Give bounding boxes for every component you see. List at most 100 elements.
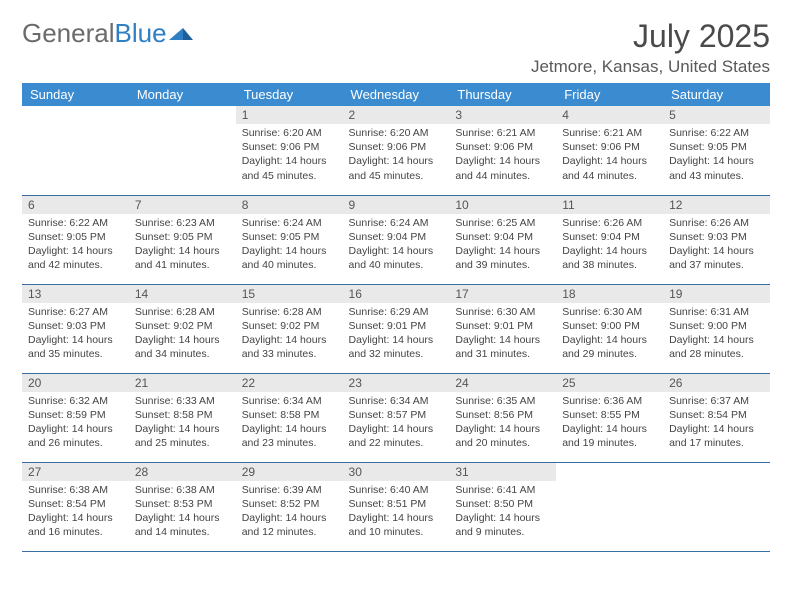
day-number: 26 <box>663 374 770 392</box>
day-number: 25 <box>556 374 663 392</box>
day-details: Sunrise: 6:34 AMSunset: 8:58 PMDaylight:… <box>236 392 343 455</box>
calendar-cell: 29Sunrise: 6:39 AMSunset: 8:52 PMDayligh… <box>236 462 343 551</box>
title-block: July 2025 Jetmore, Kansas, United States <box>531 18 770 77</box>
calendar-table: SundayMondayTuesdayWednesdayThursdayFrid… <box>22 83 770 552</box>
brand-logo: GeneralBlue <box>22 18 195 49</box>
calendar-body: 1Sunrise: 6:20 AMSunset: 9:06 PMDaylight… <box>22 106 770 551</box>
calendar-row: 20Sunrise: 6:32 AMSunset: 8:59 PMDayligh… <box>22 373 770 462</box>
day-details: Sunrise: 6:38 AMSunset: 8:53 PMDaylight:… <box>129 481 236 544</box>
calendar-cell <box>129 106 236 195</box>
day-number: 1 <box>236 106 343 124</box>
weekday-header: Friday <box>556 83 663 106</box>
calendar-cell: 22Sunrise: 6:34 AMSunset: 8:58 PMDayligh… <box>236 373 343 462</box>
calendar-cell: 25Sunrise: 6:36 AMSunset: 8:55 PMDayligh… <box>556 373 663 462</box>
day-details: Sunrise: 6:20 AMSunset: 9:06 PMDaylight:… <box>343 124 450 187</box>
weekday-header-row: SundayMondayTuesdayWednesdayThursdayFrid… <box>22 83 770 106</box>
day-details: Sunrise: 6:35 AMSunset: 8:56 PMDaylight:… <box>449 392 556 455</box>
calendar-cell: 11Sunrise: 6:26 AMSunset: 9:04 PMDayligh… <box>556 195 663 284</box>
day-details: Sunrise: 6:22 AMSunset: 9:05 PMDaylight:… <box>22 214 129 277</box>
day-details: Sunrise: 6:38 AMSunset: 8:54 PMDaylight:… <box>22 481 129 544</box>
day-details: Sunrise: 6:36 AMSunset: 8:55 PMDaylight:… <box>556 392 663 455</box>
day-number: 30 <box>343 463 450 481</box>
calendar-cell: 12Sunrise: 6:26 AMSunset: 9:03 PMDayligh… <box>663 195 770 284</box>
day-details: Sunrise: 6:40 AMSunset: 8:51 PMDaylight:… <box>343 481 450 544</box>
day-number: 4 <box>556 106 663 124</box>
calendar-row: 13Sunrise: 6:27 AMSunset: 9:03 PMDayligh… <box>22 284 770 373</box>
calendar-cell: 3Sunrise: 6:21 AMSunset: 9:06 PMDaylight… <box>449 106 556 195</box>
calendar-cell: 19Sunrise: 6:31 AMSunset: 9:00 PMDayligh… <box>663 284 770 373</box>
day-number: 14 <box>129 285 236 303</box>
calendar-cell: 27Sunrise: 6:38 AMSunset: 8:54 PMDayligh… <box>22 462 129 551</box>
day-details: Sunrise: 6:33 AMSunset: 8:58 PMDaylight:… <box>129 392 236 455</box>
calendar-cell: 14Sunrise: 6:28 AMSunset: 9:02 PMDayligh… <box>129 284 236 373</box>
day-number: 27 <box>22 463 129 481</box>
calendar-row: 6Sunrise: 6:22 AMSunset: 9:05 PMDaylight… <box>22 195 770 284</box>
day-number: 13 <box>22 285 129 303</box>
day-details: Sunrise: 6:23 AMSunset: 9:05 PMDaylight:… <box>129 214 236 277</box>
brand-part2: Blue <box>115 18 167 49</box>
calendar-cell: 9Sunrise: 6:24 AMSunset: 9:04 PMDaylight… <box>343 195 450 284</box>
day-details: Sunrise: 6:34 AMSunset: 8:57 PMDaylight:… <box>343 392 450 455</box>
calendar-cell: 2Sunrise: 6:20 AMSunset: 9:06 PMDaylight… <box>343 106 450 195</box>
day-number: 12 <box>663 196 770 214</box>
calendar-cell: 4Sunrise: 6:21 AMSunset: 9:06 PMDaylight… <box>556 106 663 195</box>
weekday-header: Thursday <box>449 83 556 106</box>
day-details: Sunrise: 6:21 AMSunset: 9:06 PMDaylight:… <box>449 124 556 187</box>
weekday-header: Wednesday <box>343 83 450 106</box>
calendar-cell <box>22 106 129 195</box>
day-number: 7 <box>129 196 236 214</box>
weekday-header: Monday <box>129 83 236 106</box>
day-number: 17 <box>449 285 556 303</box>
calendar-cell: 21Sunrise: 6:33 AMSunset: 8:58 PMDayligh… <box>129 373 236 462</box>
weekday-header: Saturday <box>663 83 770 106</box>
day-details: Sunrise: 6:41 AMSunset: 8:50 PMDaylight:… <box>449 481 556 544</box>
calendar-cell: 23Sunrise: 6:34 AMSunset: 8:57 PMDayligh… <box>343 373 450 462</box>
calendar-cell: 10Sunrise: 6:25 AMSunset: 9:04 PMDayligh… <box>449 195 556 284</box>
calendar-cell: 16Sunrise: 6:29 AMSunset: 9:01 PMDayligh… <box>343 284 450 373</box>
day-number: 3 <box>449 106 556 124</box>
calendar-cell: 13Sunrise: 6:27 AMSunset: 9:03 PMDayligh… <box>22 284 129 373</box>
calendar-cell: 24Sunrise: 6:35 AMSunset: 8:56 PMDayligh… <box>449 373 556 462</box>
day-details: Sunrise: 6:26 AMSunset: 9:03 PMDaylight:… <box>663 214 770 277</box>
header: GeneralBlue July 2025 Jetmore, Kansas, U… <box>22 18 770 77</box>
calendar-cell: 8Sunrise: 6:24 AMSunset: 9:05 PMDaylight… <box>236 195 343 284</box>
day-details: Sunrise: 6:24 AMSunset: 9:04 PMDaylight:… <box>343 214 450 277</box>
day-details: Sunrise: 6:27 AMSunset: 9:03 PMDaylight:… <box>22 303 129 366</box>
day-details: Sunrise: 6:31 AMSunset: 9:00 PMDaylight:… <box>663 303 770 366</box>
day-number: 10 <box>449 196 556 214</box>
day-details: Sunrise: 6:30 AMSunset: 9:01 PMDaylight:… <box>449 303 556 366</box>
day-details: Sunrise: 6:26 AMSunset: 9:04 PMDaylight:… <box>556 214 663 277</box>
day-details: Sunrise: 6:28 AMSunset: 9:02 PMDaylight:… <box>129 303 236 366</box>
day-number: 16 <box>343 285 450 303</box>
calendar-cell: 18Sunrise: 6:30 AMSunset: 9:00 PMDayligh… <box>556 284 663 373</box>
day-number: 23 <box>343 374 450 392</box>
day-number: 20 <box>22 374 129 392</box>
flag-icon <box>169 18 195 49</box>
calendar-cell: 15Sunrise: 6:28 AMSunset: 9:02 PMDayligh… <box>236 284 343 373</box>
calendar-cell: 31Sunrise: 6:41 AMSunset: 8:50 PMDayligh… <box>449 462 556 551</box>
day-details: Sunrise: 6:37 AMSunset: 8:54 PMDaylight:… <box>663 392 770 455</box>
day-number: 28 <box>129 463 236 481</box>
location: Jetmore, Kansas, United States <box>531 57 770 77</box>
day-number: 5 <box>663 106 770 124</box>
day-number: 22 <box>236 374 343 392</box>
day-number: 8 <box>236 196 343 214</box>
day-number: 29 <box>236 463 343 481</box>
calendar-cell: 5Sunrise: 6:22 AMSunset: 9:05 PMDaylight… <box>663 106 770 195</box>
day-number: 24 <box>449 374 556 392</box>
day-details: Sunrise: 6:39 AMSunset: 8:52 PMDaylight:… <box>236 481 343 544</box>
day-number: 18 <box>556 285 663 303</box>
brand-part1: General <box>22 18 115 49</box>
day-number: 15 <box>236 285 343 303</box>
weekday-header: Tuesday <box>236 83 343 106</box>
calendar-cell: 1Sunrise: 6:20 AMSunset: 9:06 PMDaylight… <box>236 106 343 195</box>
calendar-cell <box>556 462 663 551</box>
calendar-cell: 6Sunrise: 6:22 AMSunset: 9:05 PMDaylight… <box>22 195 129 284</box>
day-details: Sunrise: 6:32 AMSunset: 8:59 PMDaylight:… <box>22 392 129 455</box>
day-details: Sunrise: 6:29 AMSunset: 9:01 PMDaylight:… <box>343 303 450 366</box>
day-details: Sunrise: 6:30 AMSunset: 9:00 PMDaylight:… <box>556 303 663 366</box>
month-title: July 2025 <box>531 18 770 55</box>
day-details: Sunrise: 6:24 AMSunset: 9:05 PMDaylight:… <box>236 214 343 277</box>
day-number: 11 <box>556 196 663 214</box>
day-details: Sunrise: 6:20 AMSunset: 9:06 PMDaylight:… <box>236 124 343 187</box>
